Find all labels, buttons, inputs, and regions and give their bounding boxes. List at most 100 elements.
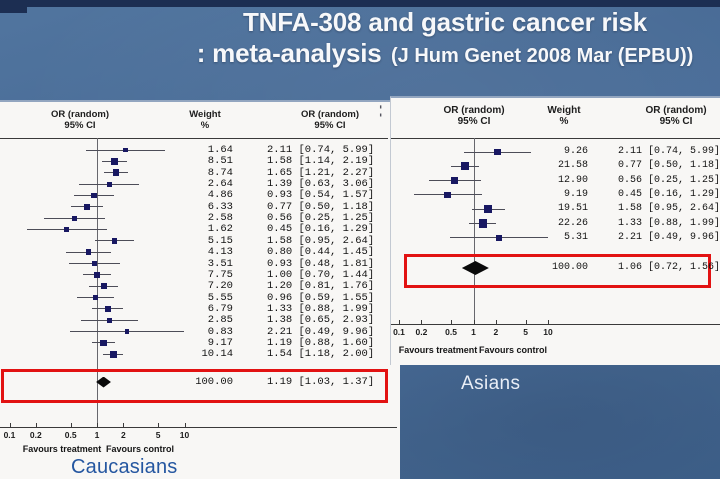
column-header-line2: 95% CI — [457, 116, 491, 127]
weight-value: 2.85 — [207, 314, 233, 327]
or-point-marker — [91, 192, 98, 199]
weight-value: 4.13 — [207, 246, 233, 259]
or-ci-value: 0.45 [0.16, 1.29] — [267, 223, 375, 236]
column-header-line1: OR (random) — [50, 109, 110, 120]
x-axis-tick-label: 2 — [493, 327, 499, 337]
or-point-marker — [107, 181, 112, 187]
x-axis-tick — [97, 423, 98, 427]
weight-value: 5.15 — [207, 234, 233, 247]
or-ci-value: 1.20 [0.81, 1.76] — [267, 280, 375, 293]
x-axis-tick — [451, 320, 453, 324]
or-ci-value: 1.58 [0.95, 2.64] — [618, 203, 720, 215]
top-left-corner-shade — [0, 0, 27, 13]
or-ci-value: 1.38 [0.65, 2.93] — [267, 314, 375, 327]
x-axis-tick-label: 1 — [471, 327, 476, 337]
x-axis-tick-label: 0.5 — [64, 430, 77, 440]
title-line2-citation: (J Hum Genet 2008 Mar (EPBU)) — [391, 45, 694, 67]
or-ci-value: 2.21 [0.49, 9.96] — [618, 231, 720, 243]
x-axis-tick — [158, 423, 160, 427]
column-header: OR (random) 95% CI — [275, 109, 385, 131]
column-header-line2: 95% CI — [314, 120, 346, 131]
or-point-marker — [64, 227, 69, 232]
pooled-diamond — [461, 261, 489, 275]
column-header-line1: OR (random) — [645, 105, 707, 116]
column-header-line2: 95% CI — [659, 116, 693, 127]
or-ci-value: 1.58 [1.14, 2.19] — [267, 155, 375, 168]
weight-value: 6.33 — [207, 200, 233, 213]
group-label-caucasians: Caucasians — [71, 456, 178, 478]
or-point-marker — [125, 329, 130, 334]
or-point-marker — [112, 169, 120, 176]
x-axis-tick-label: 0.2 — [29, 430, 42, 440]
weight-value: 8.51 — [207, 155, 233, 168]
or-point-marker — [494, 148, 501, 156]
top-border-strip — [0, 0, 720, 7]
x-axis-tick — [9, 423, 11, 427]
favours-treatment-label: Favours treatment — [398, 345, 478, 355]
or-point-marker — [123, 147, 128, 153]
or-point-marker — [444, 191, 451, 199]
or-ci-value: 2.21 [0.49, 9.96] — [267, 325, 375, 338]
x-axis-tick-label: 0.2 — [415, 327, 428, 337]
x-axis-tick-label: 2 — [120, 430, 126, 440]
column-header-line1: OR (random) — [300, 109, 360, 120]
or-ci-value: 1.58 [0.95, 2.64] — [267, 234, 375, 247]
column-header: Weight% — [509, 105, 619, 127]
or-point-marker — [496, 234, 503, 241]
slide-title: TNFA-308 and gastric cancer risk : meta-… — [165, 6, 720, 71]
or-ci-value: 0.96 [0.59, 1.55] — [267, 291, 375, 304]
x-axis-tick-label: 10 — [543, 327, 553, 337]
x-axis-line — [391, 324, 720, 325]
pooled-diamond — [96, 376, 111, 388]
x-axis-tick — [399, 320, 400, 324]
weight-value: 9.26 — [563, 146, 588, 157]
or-point-marker — [100, 339, 107, 347]
x-axis-tick — [70, 423, 72, 427]
title-line1: TNFA-308 and gastric cancer risk — [242, 7, 647, 37]
or-ci-value: 0.56 [0.25, 1.25] — [267, 212, 375, 225]
forest-plot-asians: OR (random) 95% CI Weight% OR (random) 95% C… — [390, 96, 720, 365]
scan-artifact-fragment: : — [379, 98, 383, 123]
x-axis-tick — [548, 320, 549, 324]
or-ci-value: 0.77 [0.50, 1.18] — [267, 200, 375, 213]
or-point-marker — [84, 203, 91, 210]
or-ci-value: 1.00 [0.70, 1.44] — [267, 268, 375, 281]
weight-value: 5.31 — [563, 231, 588, 243]
x-axis-tick — [421, 320, 423, 324]
or-ci-value: 1.33 [0.88, 1.99] — [618, 217, 720, 229]
weight-value: 10.14 — [201, 348, 233, 361]
column-header-line1: Weight — [547, 105, 581, 116]
or-point-marker — [460, 162, 470, 171]
column-header-line1: OR (random) — [443, 105, 505, 116]
column-header-line2: % — [559, 116, 569, 127]
x-axis-line — [0, 427, 397, 428]
weight-value: 5.55 — [207, 291, 233, 304]
weight-value: 6.79 — [207, 302, 233, 315]
column-header-line2: 95% CI — [64, 120, 96, 131]
summary-highlight-box — [1, 369, 388, 403]
x-axis-tick-label: 0.5 — [445, 327, 457, 337]
or-ci-value: 1.33 [0.88, 1.99] — [267, 302, 375, 315]
weight-value: 3.51 — [207, 257, 233, 270]
weight-value: 9.19 — [563, 188, 588, 200]
column-header-line2: % — [200, 120, 210, 131]
or-ci-value: 0.45 [0.16, 1.29] — [618, 188, 720, 200]
or-ci-value: 0.93 [0.48, 1.81] — [267, 257, 375, 270]
or-ci-value: 0.77 [0.50, 1.18] — [618, 160, 720, 172]
x-axis-tick-label: 10 — [179, 430, 190, 440]
or-point-marker — [110, 350, 117, 358]
or-ci-value: 2.11 [0.74, 5.99] — [267, 144, 375, 156]
or-point-marker — [104, 305, 111, 312]
or-point-marker — [93, 271, 101, 278]
or-point-marker — [478, 219, 487, 228]
weight-value: 0.83 — [207, 325, 233, 338]
header-rule — [0, 138, 388, 139]
x-axis-tick-label: 0.1 — [393, 327, 405, 337]
or-point-marker — [106, 317, 112, 323]
total-or-ci-value: 1.19 [1.03, 1.37] — [267, 376, 375, 388]
weight-value: 22.26 — [557, 217, 588, 229]
weight-value: 7.75 — [207, 268, 233, 281]
or-point-marker — [111, 158, 118, 165]
favours-control-label: Favours control — [478, 345, 547, 355]
